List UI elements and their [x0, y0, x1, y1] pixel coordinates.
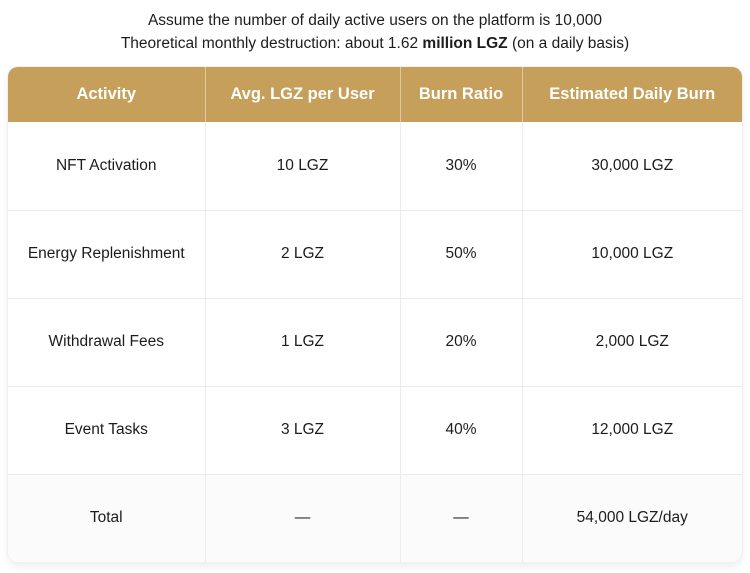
cell-activity: Withdrawal Fees	[8, 298, 206, 387]
cell-burn-ratio: 20%	[400, 298, 523, 387]
intro-line-2: Theoretical monthly destruction: about 1…	[120, 35, 630, 52]
table-row-event-tasks: Event Tasks 3 LGZ 40% 12,000 LGZ	[8, 386, 742, 475]
cell-daily-burn: 10,000 LGZ	[522, 210, 742, 299]
cell-avg-per-user: 2 LGZ	[205, 210, 401, 299]
table-row-nft-activation: NFT Activation 10 LGZ 30% 30,000 LGZ	[8, 122, 742, 211]
burn-table: Activity Avg. LGZ per User Burn Ratio Es…	[8, 67, 742, 562]
cell-avg-per-user: 10 LGZ	[205, 122, 401, 211]
cell-daily-burn: 54,000 LGZ/day	[522, 474, 742, 562]
cell-activity: Total	[8, 474, 206, 562]
column-header-burn-ratio: Burn Ratio	[400, 67, 523, 122]
intro-line-1: Assume the number of daily active users …	[147, 12, 603, 29]
cell-daily-burn: 30,000 LGZ	[522, 122, 742, 211]
table-header-row: Activity Avg. LGZ per User Burn Ratio Es…	[8, 67, 742, 122]
column-header-estimated-daily-burn: Estimated Daily Burn	[522, 67, 742, 122]
cell-activity: NFT Activation	[8, 122, 206, 211]
cell-burn-ratio: 30%	[400, 122, 523, 211]
cell-burn-ratio: —	[400, 474, 523, 562]
column-header-activity: Activity	[8, 67, 206, 122]
burn-table-container: Activity Avg. LGZ per User Burn Ratio Es…	[8, 67, 742, 562]
cell-burn-ratio: 50%	[400, 210, 523, 299]
table-row-withdrawal-fees: Withdrawal Fees 1 LGZ 20% 2,000 LGZ	[8, 298, 742, 387]
cell-daily-burn: 2,000 LGZ	[522, 298, 742, 387]
cell-daily-burn: 12,000 LGZ	[522, 386, 742, 475]
cell-burn-ratio: 40%	[400, 386, 523, 475]
table-row-energy-replenishment: Energy Replenishment 2 LGZ 50% 10,000 LG…	[8, 210, 742, 299]
cell-avg-per-user: —	[205, 474, 401, 562]
intro-bold-highlight: million LGZ	[422, 35, 508, 52]
table-row-total: Total — — 54,000 LGZ/day	[8, 474, 742, 562]
cell-activity: Energy Replenishment	[8, 210, 206, 299]
cell-activity: Event Tasks	[8, 386, 206, 475]
intro-text: Assume the number of daily active users …	[0, 0, 750, 55]
cell-avg-per-user: 3 LGZ	[205, 386, 401, 475]
cell-avg-per-user: 1 LGZ	[205, 298, 401, 387]
column-header-avg-lgz-per-user: Avg. LGZ per User	[205, 67, 401, 122]
